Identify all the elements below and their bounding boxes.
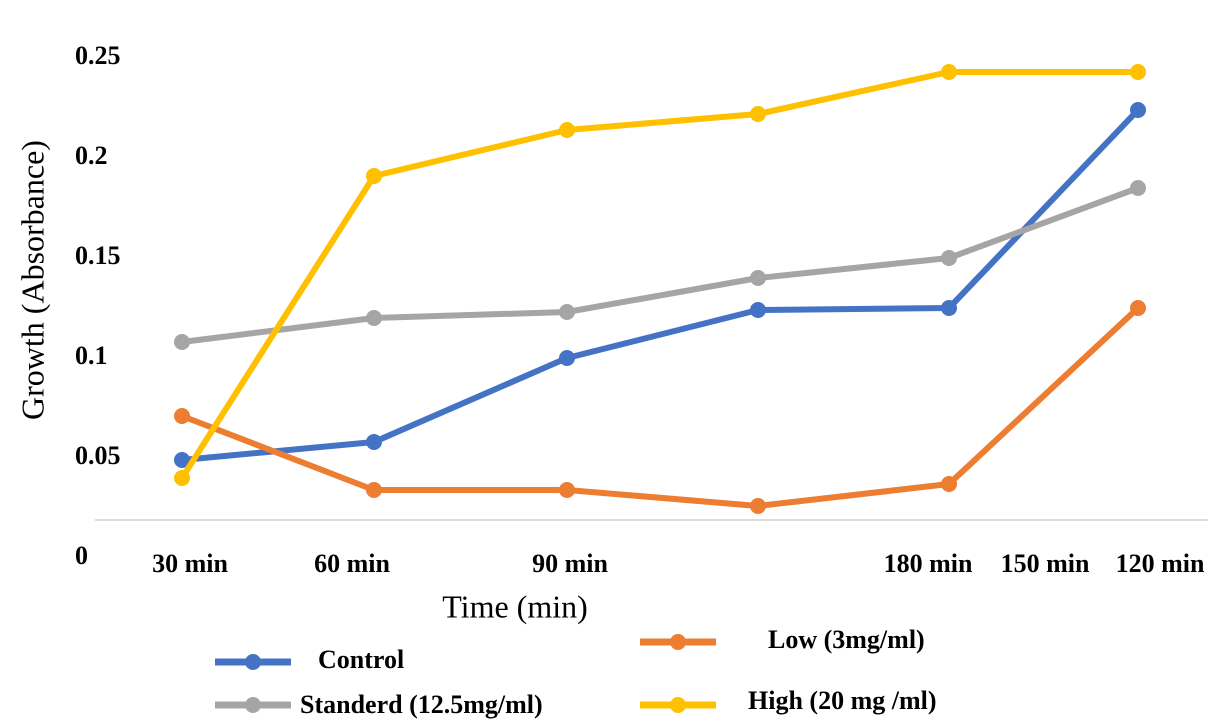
legend-marker [245,697,261,713]
data-point [559,304,575,320]
y-tick-label: 0.25 [75,41,121,70]
data-point [941,250,957,266]
data-point [559,482,575,498]
legend-label: High (20 mg /ml) [748,686,937,715]
data-point [750,302,766,318]
series-line [180,305,1141,509]
x-tick-label: 150 min [1001,549,1090,578]
y-tick-label: 0 [75,541,88,570]
data-point [559,350,575,366]
legend-label: Low (3mg/ml) [768,625,925,654]
data-point [366,482,382,498]
data-point [366,434,382,450]
data-point [941,476,957,492]
y-tick-label: 0.1 [75,341,108,370]
data-point [750,270,766,286]
legend-label: Control [318,645,404,674]
x-tick-label: 120 min [1116,549,1205,578]
data-point [1130,102,1146,118]
y-axis-title: Growth (Absorbance) [14,140,50,420]
legend-marker [245,654,261,670]
legend-label: Standerd (12.5mg/ml) [300,690,543,719]
data-point [941,300,957,316]
data-point [1130,64,1146,80]
series-line [181,107,1141,463]
series-line [179,69,1138,480]
data-point [1130,300,1146,316]
data-point [174,470,190,486]
legend-marker [670,634,686,650]
data-point [750,498,766,514]
data-point [1130,180,1146,196]
series-line [181,185,1140,345]
data-point [174,408,190,424]
y-tick-label: 0.05 [75,441,121,470]
data-point [941,64,957,80]
x-tick-label: 60 min [314,549,390,578]
y-tick-label: 0.15 [75,241,121,270]
y-tick-label: 0.2 [75,141,108,170]
x-tick-label: 180 min [884,549,973,578]
x-tick-label: 90 min [532,549,608,578]
data-point [174,452,190,468]
data-point [366,168,382,184]
x-axis-title: Time (min) [442,588,588,624]
legend-marker [670,697,686,713]
data-point [559,122,575,138]
x-tick-label: 30 min [152,549,228,578]
data-point [366,310,382,326]
data-point [174,334,190,350]
data-point [750,106,766,122]
